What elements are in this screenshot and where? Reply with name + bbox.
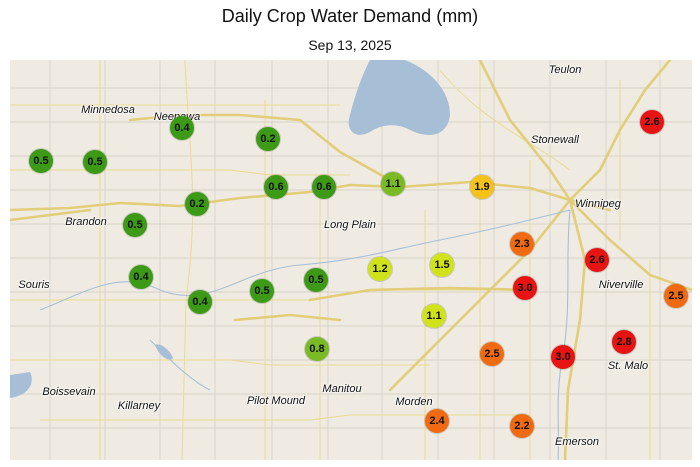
- station-marker[interactable]: 2.5: [664, 284, 688, 308]
- town-boissevain: Boissevain: [42, 386, 96, 398]
- station-marker[interactable]: 1.5: [430, 253, 454, 277]
- lake-small: [155, 344, 173, 360]
- station-marker[interactable]: 2.6: [585, 248, 609, 272]
- town-long-plain: Long Plain: [324, 219, 376, 231]
- station-marker[interactable]: 0.5: [123, 213, 147, 237]
- station-marker[interactable]: 0.2: [185, 192, 209, 216]
- station-marker[interactable]: 0.2: [256, 127, 280, 151]
- station-marker[interactable]: 1.1: [422, 304, 446, 328]
- station-marker[interactable]: 0.5: [250, 279, 274, 303]
- town-niverville: Niverville: [598, 279, 644, 291]
- basemap: [10, 60, 692, 460]
- town-manitou: Manitou: [322, 383, 362, 395]
- station-marker[interactable]: 0.5: [304, 268, 328, 292]
- town-minnedosa: Minnedosa: [81, 104, 135, 116]
- map-title: Daily Crop Water Demand (mm): [221, 6, 479, 26]
- station-marker[interactable]: 0.4: [129, 265, 153, 289]
- station-marker[interactable]: 0.6: [312, 175, 336, 199]
- town-souris: Souris: [18, 279, 50, 291]
- lake-manitoba: [348, 60, 450, 135]
- station-marker[interactable]: 1.1: [381, 172, 405, 196]
- town-stonewall: Stonewall: [531, 134, 579, 146]
- station-marker[interactable]: 1.2: [368, 257, 392, 281]
- town-killarney: Killarney: [117, 400, 161, 412]
- station-marker[interactable]: 0.6: [264, 175, 288, 199]
- map-date: Sep 13, 2025: [308, 37, 392, 53]
- town-morden: Morden: [395, 396, 433, 408]
- station-marker[interactable]: 3.0: [551, 345, 575, 369]
- station-marker[interactable]: 2.4: [425, 409, 449, 433]
- station-marker[interactable]: 2.5: [480, 342, 504, 366]
- station-marker[interactable]: 0.4: [170, 116, 194, 140]
- town-winnipeg: Winnipeg: [575, 198, 621, 210]
- town-emerson: Emerson: [554, 436, 600, 448]
- station-marker[interactable]: 0.8: [305, 337, 329, 361]
- station-marker[interactable]: 0.4: [188, 290, 212, 314]
- station-marker[interactable]: 3.0: [513, 276, 537, 300]
- station-marker[interactable]: 2.8: [612, 330, 636, 354]
- lakes: [10, 60, 450, 398]
- station-marker[interactable]: 2.2: [510, 414, 534, 438]
- town-brandon: Brandon: [65, 216, 107, 228]
- town-pilot-mound: Pilot Mound: [246, 395, 306, 407]
- station-marker[interactable]: 2.6: [640, 110, 664, 134]
- town-teulon: Teulon: [548, 64, 582, 76]
- town-st-malo: St. Malo: [607, 360, 649, 372]
- map-panel[interactable]: Teulon Minnedosa Neepawa Stonewall Winni…: [10, 60, 692, 460]
- station-marker[interactable]: 0.5: [83, 150, 107, 174]
- station-marker[interactable]: 2.3: [510, 232, 534, 256]
- lake-southwest: [10, 372, 32, 398]
- station-marker[interactable]: 1.9: [470, 175, 494, 199]
- station-marker[interactable]: 0.5: [29, 149, 53, 173]
